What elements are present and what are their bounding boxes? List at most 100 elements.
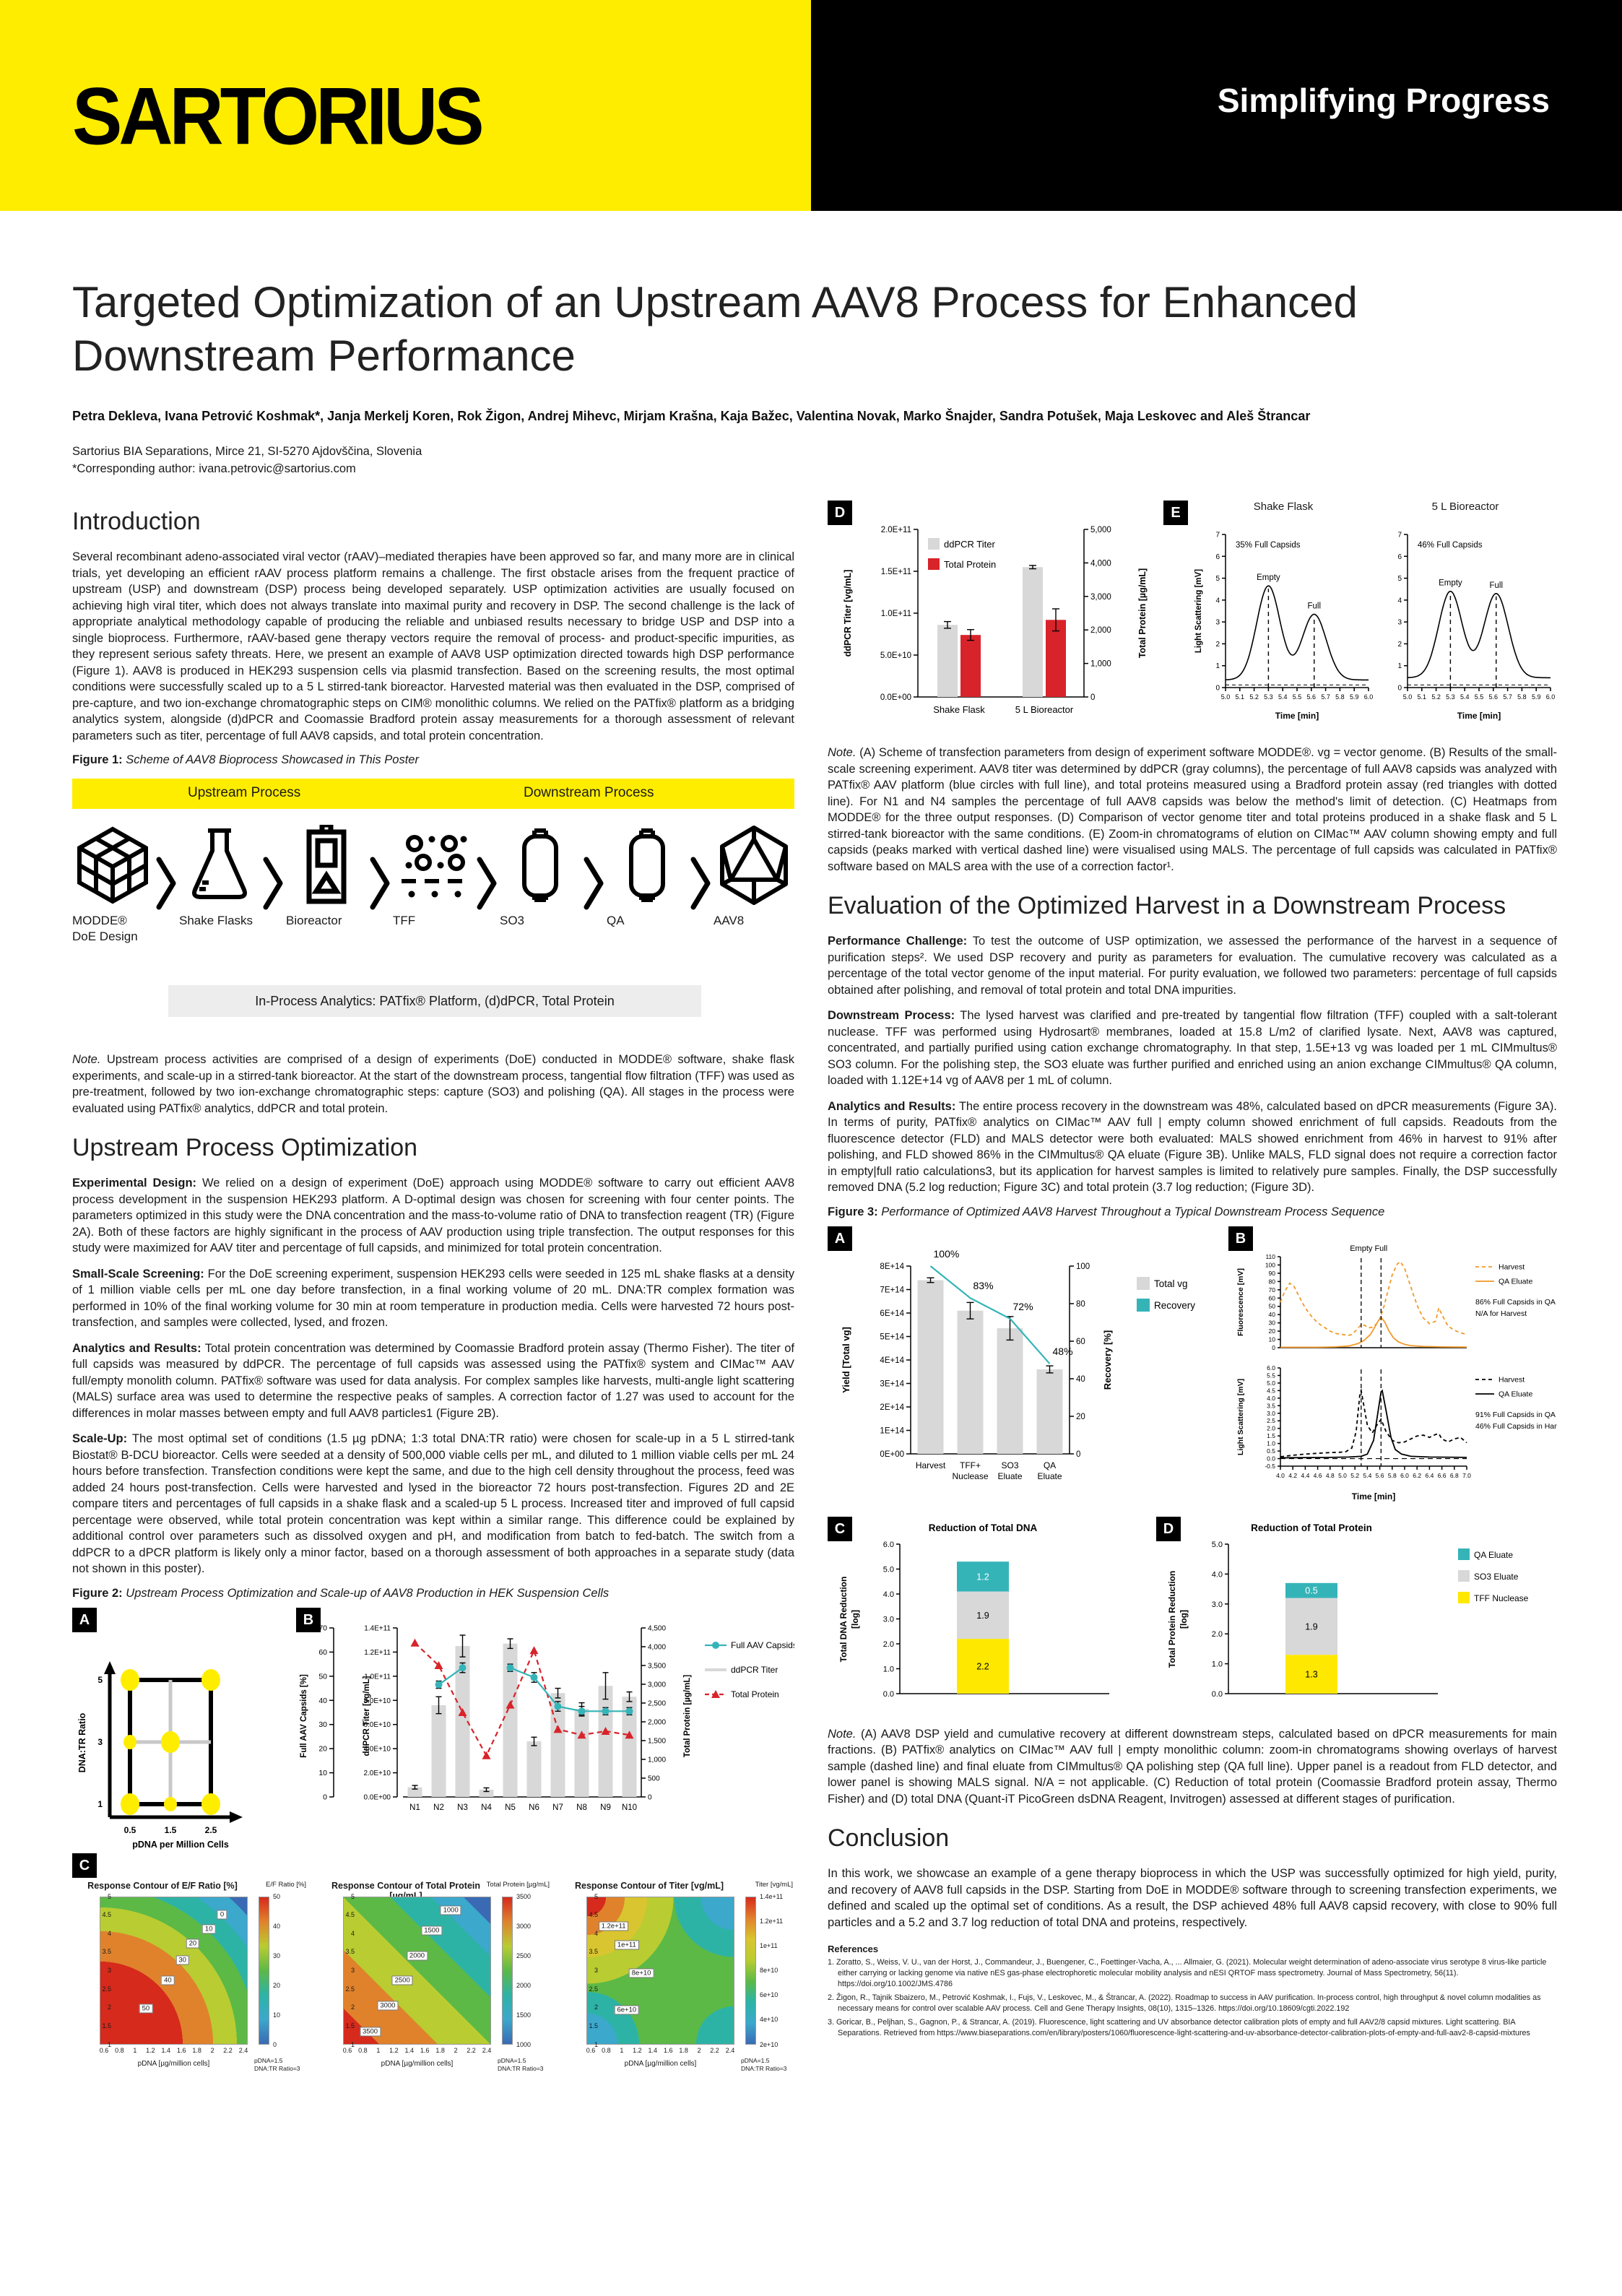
svg-text:1E+14: 1E+14	[880, 1426, 904, 1435]
svg-text:5.9: 5.9	[1350, 693, 1359, 701]
corresponding-author: *Corresponding author: ivana.petrovic@sa…	[72, 462, 356, 475]
svg-text:0: 0	[1397, 685, 1402, 693]
svg-text:0: 0	[1215, 685, 1220, 693]
chevron-icon	[367, 825, 393, 927]
svg-text:5.2: 5.2	[1431, 693, 1441, 701]
svg-text:5.4: 5.4	[1278, 693, 1288, 701]
step-tff: TFF	[393, 825, 474, 929]
svg-text:2,500: 2,500	[648, 1699, 666, 1707]
svg-text:0.5: 0.5	[1305, 1585, 1317, 1595]
svg-text:0E+00: 0E+00	[880, 1450, 904, 1459]
svg-text:6.0: 6.0	[883, 1541, 894, 1549]
header-yellow-band	[0, 0, 811, 211]
svg-text:6.6: 6.6	[1438, 1472, 1447, 1479]
svg-text:Full: Full	[1374, 1244, 1387, 1253]
conclusion-paragraph: In this work, we showcase an example of …	[828, 1867, 1557, 1929]
svg-text:20: 20	[318, 1744, 327, 1753]
svg-text:Harvest: Harvest	[1499, 1262, 1525, 1271]
svg-text:1.5E+11: 1.5E+11	[881, 568, 911, 576]
svg-text:1.2E+11: 1.2E+11	[364, 1648, 391, 1656]
svg-text:5.6: 5.6	[1376, 1472, 1384, 1479]
svg-text:0.0: 0.0	[883, 1690, 894, 1699]
upstream-heading: Upstream Process Optimization	[72, 1134, 418, 1161]
dna-reduction-chart: 0.0 1.0 2.0 3.0 4.0 5.0 6.0 2.2 1.9 1.2 Reduction …	[828, 1517, 1156, 1726]
svg-text:3,000: 3,000	[648, 1681, 666, 1689]
svg-text:2.0: 2.0	[1267, 1424, 1275, 1431]
step-qa-column: QA	[607, 825, 688, 929]
svg-text:Total Protein: Total Protein	[731, 1689, 779, 1699]
svg-text:100: 100	[1076, 1262, 1090, 1271]
svg-text:4.0: 4.0	[883, 1590, 894, 1599]
svg-text:7.0: 7.0	[1462, 1472, 1471, 1479]
figure2-panel-a: A 1 3 5 0.5 1.5 2.5 DNA:TR Ratio pDNA per Milli…	[72, 1607, 296, 1850]
svg-text:5.5: 5.5	[1475, 693, 1484, 701]
svg-text:6.0: 6.0	[1267, 1364, 1275, 1372]
svg-text:SO3: SO3	[1001, 1460, 1018, 1470]
svg-text:6.0E+10: 6.0E+10	[363, 1721, 391, 1729]
sartorius-logo: SARTORIUS	[72, 72, 485, 163]
svg-text:1.9: 1.9	[1305, 1621, 1317, 1632]
svg-text:100%: 100%	[934, 1248, 960, 1260]
svg-text:2E+14: 2E+14	[880, 1403, 904, 1412]
svg-text:5.8: 5.8	[1388, 1472, 1397, 1479]
svg-text:Full: Full	[1489, 581, 1503, 590]
svg-text:0: 0	[323, 1793, 327, 1801]
panel-a-badge: A	[72, 1607, 97, 1632]
svg-text:1.4E+11: 1.4E+11	[364, 1624, 391, 1632]
svg-text:5.6: 5.6	[1307, 693, 1317, 701]
svg-text:5.6: 5.6	[1489, 693, 1499, 701]
svg-text:ddPCR Titer [vg/mL]: ddPCR Titer [vg/mL]	[363, 1676, 371, 1756]
svg-text:2.2: 2.2	[976, 1661, 989, 1671]
svg-text:5.0: 5.0	[1267, 1379, 1275, 1386]
panel-c-badge: C	[828, 1516, 852, 1541]
svg-text:5.0E+10: 5.0E+10	[880, 651, 911, 660]
figure3-panel-b: B 110 100 90 80 70 60 50 40 30 20 10 0 6.0 5.5 5.0 4.5 4…	[1228, 1226, 1571, 1512]
chevron-icon	[260, 825, 286, 927]
step-so3-column: SO3	[500, 825, 581, 929]
panel-d-badge: D	[828, 501, 852, 525]
svg-text:1.0: 1.0	[883, 1665, 894, 1673]
svg-text:30: 30	[318, 1720, 327, 1729]
mals-chromatograms: Shake Flask 0 1 2 3 4 5 6 7 5.0 5.1 5.2 5.3 5.4 5.5 5.6…	[1163, 501, 1557, 742]
svg-text:5E+14: 5E+14	[880, 1333, 904, 1341]
chromatogram-shake-flask: Shake Flask 0 1 2 3 4 5 6 7 5.0 5.1 5.2 5.3 5.4 5.5 5.6…	[1194, 501, 1374, 721]
left-column: Introduction Several recombinant adeno-a…	[72, 508, 797, 2087]
svg-text:40: 40	[1269, 1311, 1276, 1318]
svg-text:5.8: 5.8	[1517, 693, 1527, 701]
svg-text:Fluorescence [mV]: Fluorescence [mV]	[1236, 1268, 1245, 1336]
svg-text:N7: N7	[552, 1803, 563, 1812]
svg-text:Recovery [%]: Recovery [%]	[1102, 1330, 1113, 1389]
svg-text:3.0: 3.0	[1212, 1600, 1223, 1608]
analytics-results-paragraph: Analytics and Results: Total protein con…	[72, 1341, 794, 1420]
panel-a-badge: A	[828, 1226, 852, 1251]
svg-text:20: 20	[1269, 1327, 1276, 1335]
svg-text:0.0: 0.0	[1267, 1455, 1275, 1462]
chevron-icon	[474, 825, 500, 927]
figure1-note: Note. Upstream process activities are co…	[72, 1053, 794, 1115]
svg-text:80: 80	[1076, 1300, 1085, 1309]
svg-text:Light Scattering [mV]: Light Scattering [mV]	[1194, 569, 1203, 653]
svg-text:2.0E+11: 2.0E+11	[881, 526, 911, 534]
figure2-panel-c: C Response Contour of E/F Ratio [%] E/F R…	[72, 1853, 794, 2087]
svg-text:5 L Bioreactor: 5 L Bioreactor	[1015, 704, 1074, 715]
svg-text:0.5: 0.5	[1267, 1447, 1275, 1455]
step-modde: MODDE® DoE Design	[72, 825, 153, 945]
svg-text:46% Full Capsids in Harvest: 46% Full Capsids in Harvest	[1475, 1422, 1557, 1431]
step-bioreactor: Bioreactor	[286, 822, 367, 929]
figure2-note: Note. (A) Scheme of transfection paramet…	[828, 746, 1557, 873]
svg-text:5.0: 5.0	[1212, 1541, 1223, 1549]
figure1-diagram: Upstream Process Downstream Process MODD…	[72, 774, 794, 1047]
svg-text:Nuclease: Nuclease	[952, 1471, 988, 1481]
aav8-capsid-icon	[714, 825, 794, 906]
figure2-caption: Figure 2: Upstream Process Optimization …	[72, 1586, 610, 1600]
svg-text:[log]: [log]	[1179, 1610, 1189, 1629]
svg-text:5.0: 5.0	[883, 1565, 894, 1574]
svg-text:Reduction of Total Protein: Reduction of Total Protein	[1251, 1522, 1372, 1533]
svg-text:QA Eluate: QA Eluate	[1474, 1550, 1513, 1560]
bioreactor-icon	[286, 822, 367, 906]
svg-text:Empty: Empty	[1257, 573, 1280, 582]
svg-text:Time [min]: Time [min]	[1352, 1491, 1395, 1502]
svg-text:1.5: 1.5	[165, 1825, 177, 1835]
right-column: D 0.0E+00 5.0E+10 1.0E+11 1.5E+11 2.0E+11 0 1,…	[828, 501, 1571, 2039]
svg-text:1.2: 1.2	[976, 1572, 989, 1582]
